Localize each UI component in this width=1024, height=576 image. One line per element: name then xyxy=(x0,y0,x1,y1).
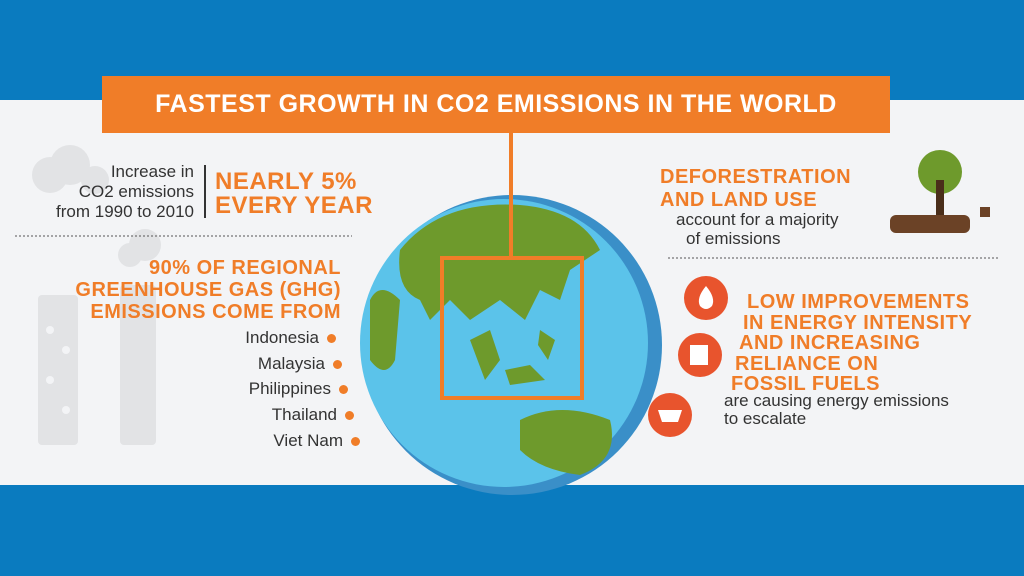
region-highlight xyxy=(440,256,584,400)
ghg-heading: 90% OF REGIONAL GREENHOUSE GAS (GHG) EMI… xyxy=(75,257,341,323)
label-line: Increase in xyxy=(110,162,194,181)
bullet xyxy=(351,436,360,446)
country: Philippines xyxy=(245,376,348,402)
country: Viet Nam xyxy=(245,428,360,454)
heading-line: AND INCREASING xyxy=(739,332,921,354)
text-line: account for a majority xyxy=(676,210,839,229)
heading-line: FOSSIL FUELS xyxy=(731,373,880,395)
deforestation-heading: DEFORESTRATION AND LAND USE xyxy=(660,166,851,212)
bullet xyxy=(345,411,354,421)
country-name: Thailand xyxy=(271,405,337,425)
bullet xyxy=(333,359,342,369)
heading-line: IN ENERGY INTENSITY xyxy=(743,311,973,334)
title: FASTEST GROWTH IN CO2 EMISSIONS IN THE W… xyxy=(102,76,890,133)
heading-line: DEFORESTRATION xyxy=(660,166,852,188)
heading-line: GREENHOUSE GAS (GHG) xyxy=(75,279,341,301)
heading-line: LOW IMPROVEMENTS xyxy=(747,291,970,313)
energy-icons xyxy=(648,276,728,437)
heading-line: EMISSIONS COME FROM xyxy=(90,301,341,323)
country: Malaysia xyxy=(245,351,342,377)
growth-label: Increase in CO2 emissions from 1990 to 2… xyxy=(56,162,194,222)
tree-icon xyxy=(890,150,990,233)
country: Thailand xyxy=(245,402,354,428)
country: Indonesia xyxy=(245,325,336,351)
value-line: NEARLY 5% xyxy=(215,168,357,195)
heading-line: 90% OF REGIONAL xyxy=(149,257,341,279)
country-name: Malaysia xyxy=(257,353,325,373)
label-line: from 1990 to 2010 xyxy=(56,202,194,221)
text-line: of emissions xyxy=(686,229,781,248)
text-line: are causing energy emissions xyxy=(724,391,949,410)
country-name: Philippines xyxy=(248,379,331,399)
country-list: Indonesia Malaysia Philippines Thailand … xyxy=(245,325,360,454)
country-name: Indonesia xyxy=(245,328,319,347)
label-line: CO2 emissions xyxy=(78,182,194,201)
globe xyxy=(360,195,662,495)
country-name: Viet Nam xyxy=(273,430,343,450)
heading-line: AND LAND USE xyxy=(660,189,818,211)
deforestation-text: account for a majority of emissions xyxy=(676,210,839,248)
growth-value: NEARLY 5% EVERY YEAR xyxy=(215,170,373,218)
energy-text: are causing energy emissions to escalate xyxy=(724,392,949,428)
value-line: EVERY YEAR xyxy=(215,192,373,219)
bullet xyxy=(327,334,336,344)
heading-line: RELIANCE ON xyxy=(735,352,879,375)
energy-heading: LOW IMPROVEMENTS IN ENERGY INTENSITY AND… xyxy=(731,291,973,395)
bullet xyxy=(339,385,348,395)
text-line: to escalate xyxy=(724,409,807,428)
